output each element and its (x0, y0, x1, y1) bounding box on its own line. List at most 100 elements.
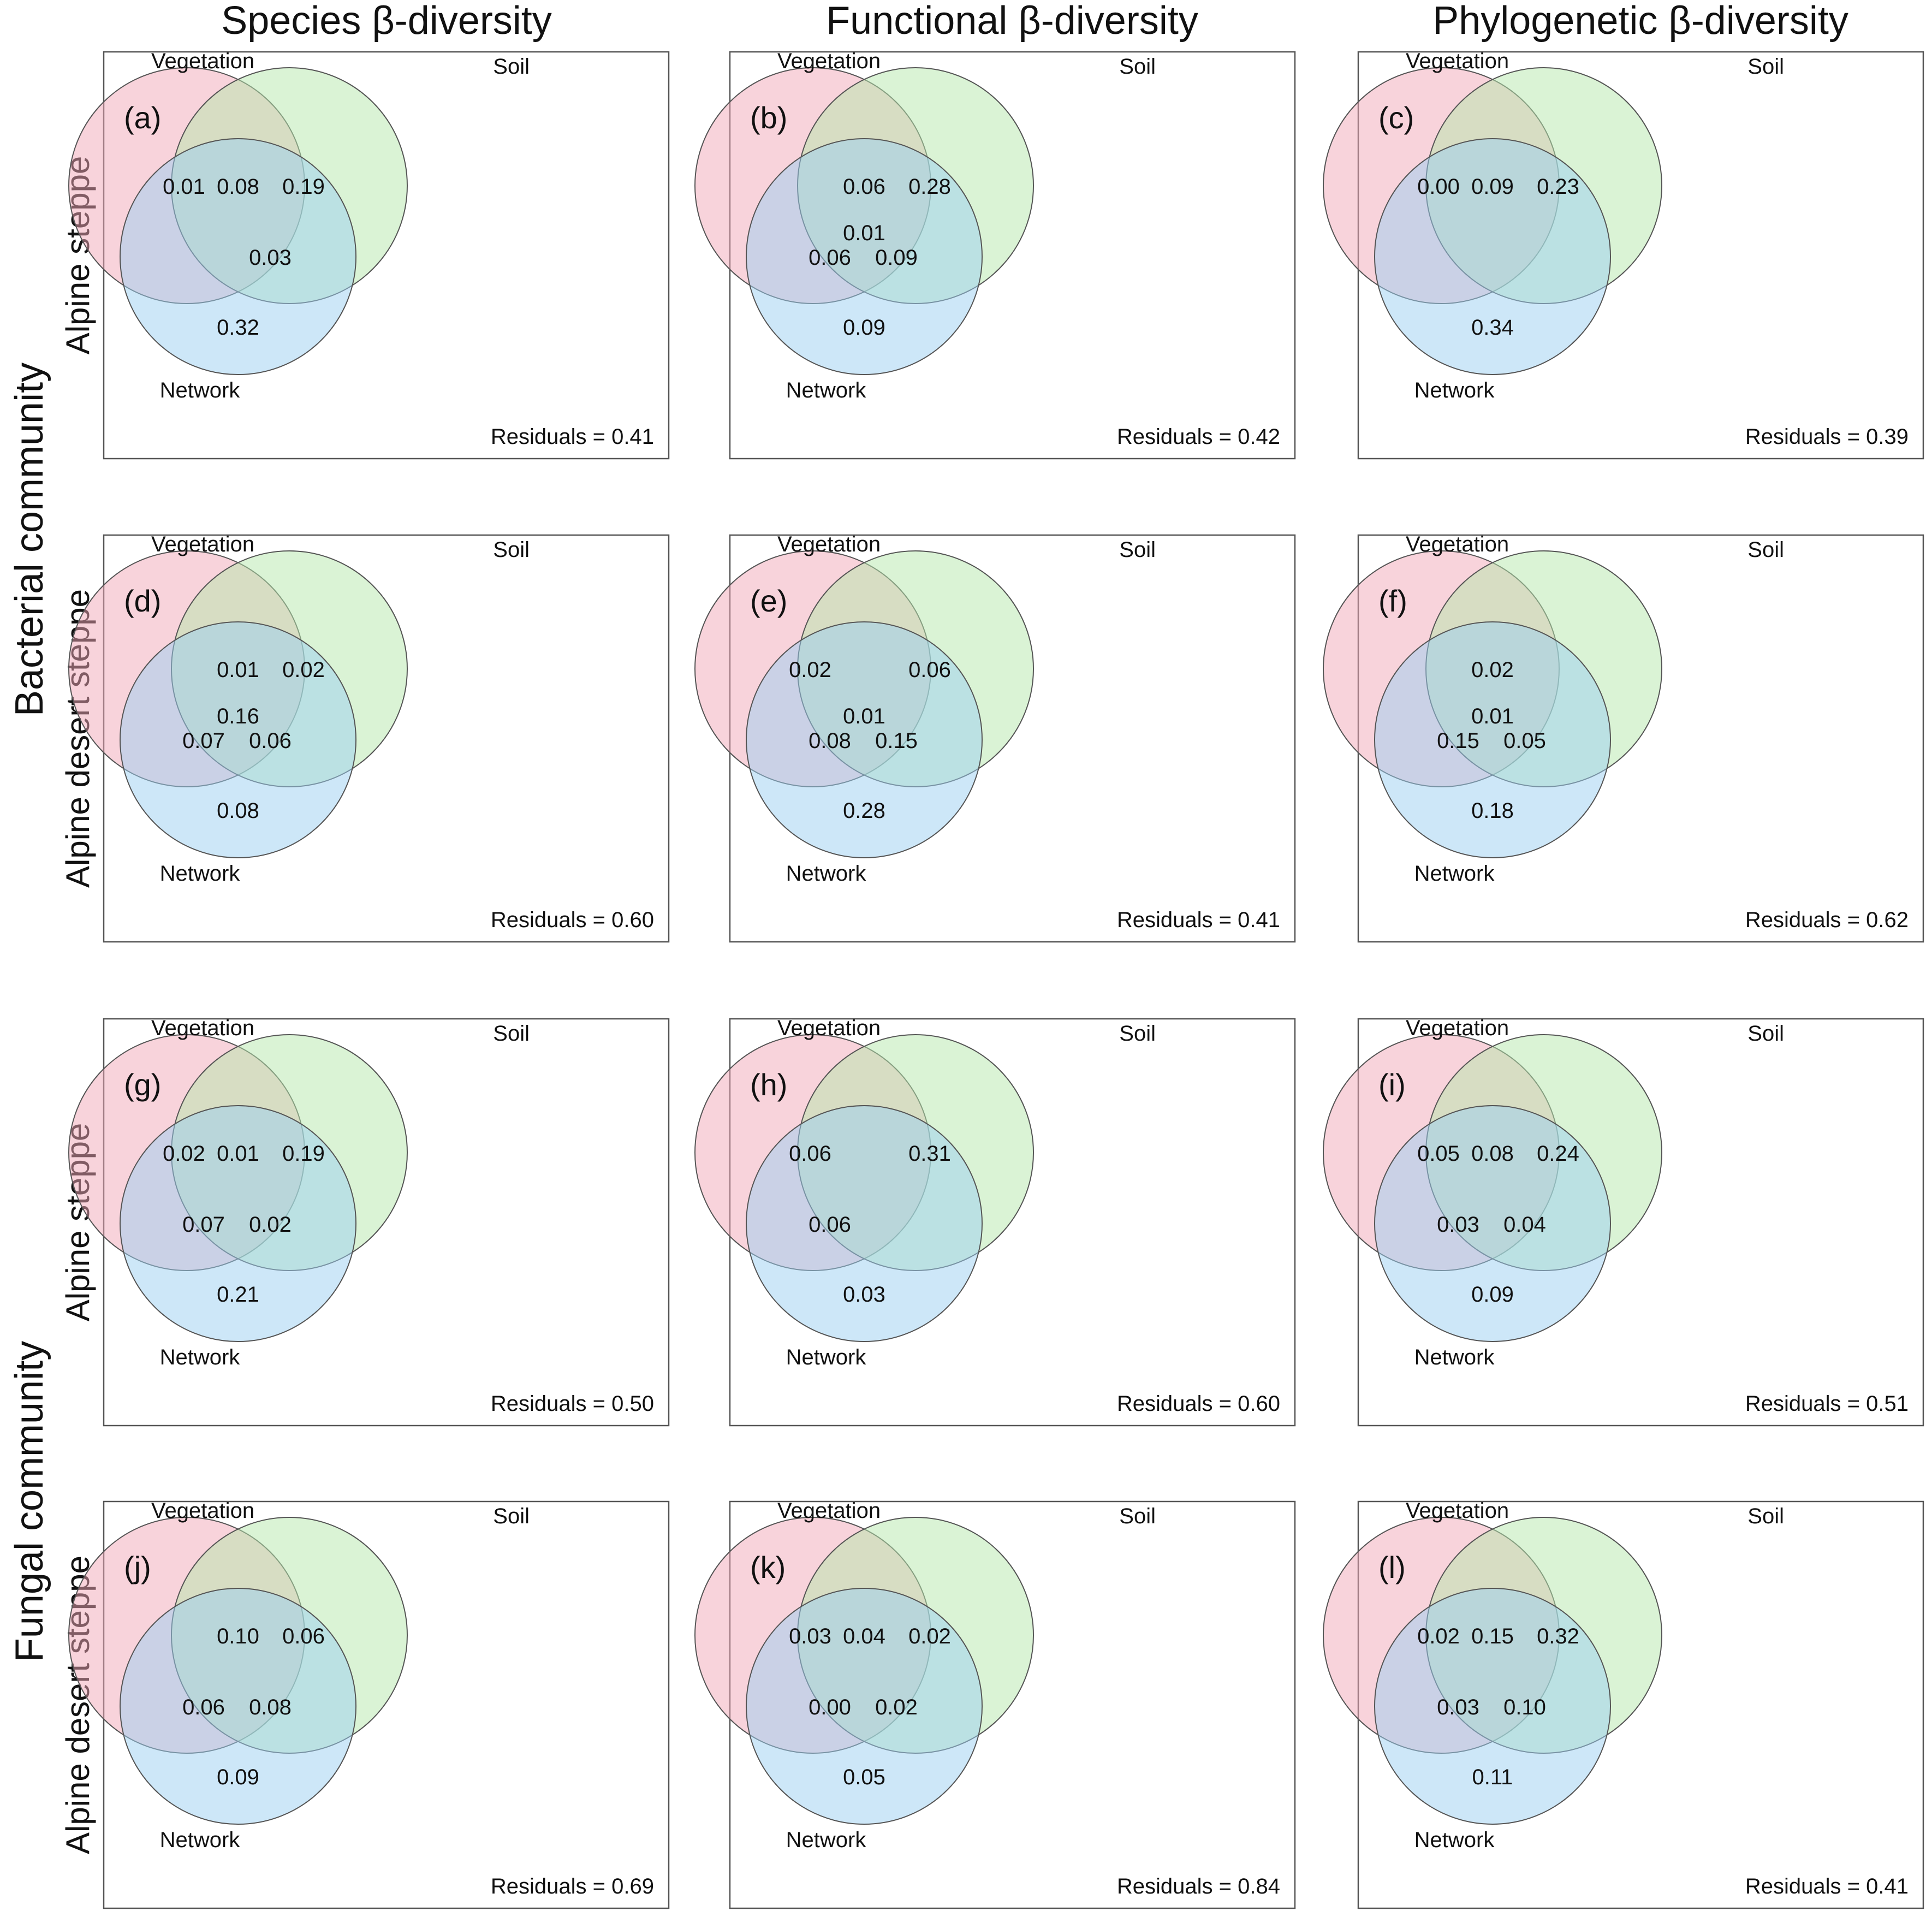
fraction-veg: 0.06 (789, 1142, 831, 1166)
fraction-veg-net: 0.00 (809, 1695, 851, 1719)
network-circle (120, 621, 356, 858)
vegetation-label: Vegetation (777, 1499, 881, 1523)
venn-panel: (i) Vegetation Soil Network 0.05 0.08 0.24 0.03… (1323, 1016, 1924, 1427)
fraction-veg-soil: 0.08 (217, 175, 259, 199)
vegetation-label: Vegetation (1406, 1499, 1509, 1523)
fraction-net: 0.03 (843, 1283, 885, 1307)
fraction-veg: 0.01 (163, 175, 205, 199)
fraction-veg: 0.02 (1417, 1624, 1460, 1648)
panel-letter: (i) (1378, 1067, 1406, 1102)
soil-label: Soil (1747, 1022, 1784, 1046)
fraction-veg: 0.00 (1417, 175, 1460, 199)
panel-letter: (f) (1378, 584, 1407, 618)
fraction-veg: 0.05 (1417, 1142, 1460, 1166)
fraction-veg-soil: 0.02 (1471, 658, 1514, 682)
fraction-veg-soil: 0.10 (217, 1624, 259, 1648)
venn-panel: (e) Vegetation Soil Network 0.02 0.06 0.080.01… (694, 532, 1296, 943)
fraction-net: 0.05 (843, 1765, 885, 1789)
panel-letter: (k) (750, 1550, 786, 1584)
fraction-all: 0.16 (217, 704, 259, 728)
network-label: Network (786, 1828, 867, 1852)
fraction-net: 0.09 (217, 1765, 259, 1789)
network-circle (746, 1588, 983, 1825)
fraction-veg-net: 0.07 (182, 729, 225, 753)
fraction-veg: 0.03 (789, 1624, 831, 1648)
fraction-soil: 0.24 (1537, 1142, 1579, 1166)
fraction-net: 0.09 (843, 316, 885, 340)
fraction-soil: 0.19 (282, 175, 325, 199)
residuals-label: Residuals = 0.60 (1117, 1392, 1280, 1416)
network-label: Network (786, 378, 867, 402)
network-circle (120, 138, 356, 375)
network-circle (746, 1105, 983, 1342)
residuals-label: Residuals = 0.42 (1117, 425, 1280, 449)
panel-letter: (c) (1378, 100, 1414, 135)
venn-panel: (j) Vegetation Soil Network 0.10 0.06 0.06 0.08… (68, 1499, 670, 1909)
network-label: Network (1414, 1828, 1495, 1852)
fraction-veg-net: 0.06 (809, 1213, 851, 1237)
venn-panel: (k) Vegetation Soil Network 0.03 0.04 0.02 0.00… (694, 1499, 1296, 1909)
vegetation-label: Vegetation (1406, 1016, 1509, 1040)
residuals-label: Residuals = 0.41 (1745, 1874, 1909, 1898)
fraction-veg-soil: 0.04 (843, 1624, 885, 1648)
fraction-soil-net: 0.03 (249, 246, 292, 270)
fraction-all: 0.01 (843, 704, 885, 728)
soil-label: Soil (1747, 538, 1784, 562)
network-circle (746, 138, 983, 375)
fraction-soil: 0.23 (1537, 175, 1579, 199)
fraction-soil: 0.32 (1537, 1624, 1579, 1648)
fraction-soil: 0.02 (282, 658, 325, 682)
fraction-soil-net: 0.09 (875, 246, 918, 270)
fraction-all: 0.01 (1471, 704, 1514, 728)
vegetation-label: Vegetation (777, 1016, 881, 1040)
fraction-veg-net: 0.06 (182, 1695, 225, 1719)
fraction-net: 0.34 (1471, 316, 1514, 340)
soil-label: Soil (1119, 1504, 1156, 1528)
group-label: Fungal community (8, 1341, 51, 1662)
network-label: Network (1414, 862, 1495, 886)
venn-panel: (g) Vegetation Soil Network 0.02 0.01 0.19 0.07… (68, 1016, 670, 1427)
fraction-soil-net: 0.06 (249, 729, 292, 753)
soil-label: Soil (1119, 55, 1156, 79)
panel-letter: (l) (1378, 1550, 1406, 1584)
soil-label: Soil (493, 538, 530, 562)
fraction-all: 0.01 (843, 221, 885, 245)
fraction-soil: 0.06 (282, 1624, 325, 1648)
soil-label: Soil (1747, 1504, 1784, 1528)
network-label: Network (1414, 378, 1495, 402)
residuals-label: Residuals = 0.60 (491, 908, 654, 932)
fraction-soil-net: 0.02 (249, 1213, 292, 1237)
panel-letter: (g) (124, 1067, 161, 1102)
network-label: Network (160, 1828, 241, 1852)
vegetation-label: Vegetation (151, 49, 254, 73)
panel-letter: (j) (124, 1550, 151, 1584)
vegetation-label: Vegetation (1406, 532, 1509, 556)
residuals-label: Residuals = 0.69 (491, 1874, 654, 1898)
fraction-net: 0.11 (1472, 1765, 1513, 1789)
network-circle (1374, 1105, 1611, 1342)
fraction-soil-net: 0.15 (875, 729, 918, 753)
fraction-soil-net: 0.10 (1503, 1695, 1546, 1719)
network-label: Network (160, 862, 241, 886)
fraction-veg-soil: 0.01 (217, 658, 259, 682)
residuals-label: Residuals = 0.84 (1117, 1874, 1280, 1898)
fraction-net: 0.28 (843, 799, 885, 823)
venn-panel: (c) Vegetation Soil Network 0.00 0.09 0.23 0.34… (1323, 49, 1924, 460)
network-label: Network (786, 862, 867, 886)
fraction-soil-net: 0.08 (249, 1695, 292, 1719)
fraction-net: 0.32 (217, 316, 259, 340)
fraction-net: 0.09 (1471, 1283, 1514, 1307)
column-title: Species β-diversity (221, 0, 552, 43)
fraction-soil: 0.31 (908, 1142, 951, 1166)
fraction-soil-net: 0.02 (875, 1695, 918, 1719)
residuals-label: Residuals = 0.39 (1745, 425, 1909, 449)
soil-label: Soil (1747, 55, 1784, 79)
fraction-net: 0.08 (217, 799, 259, 823)
residuals-label: Residuals = 0.41 (1117, 908, 1280, 932)
column-title: Functional β-diversity (826, 0, 1198, 43)
network-circle (1374, 1588, 1611, 1825)
vegetation-label: Vegetation (151, 532, 254, 556)
vegetation-label: Vegetation (777, 532, 881, 556)
